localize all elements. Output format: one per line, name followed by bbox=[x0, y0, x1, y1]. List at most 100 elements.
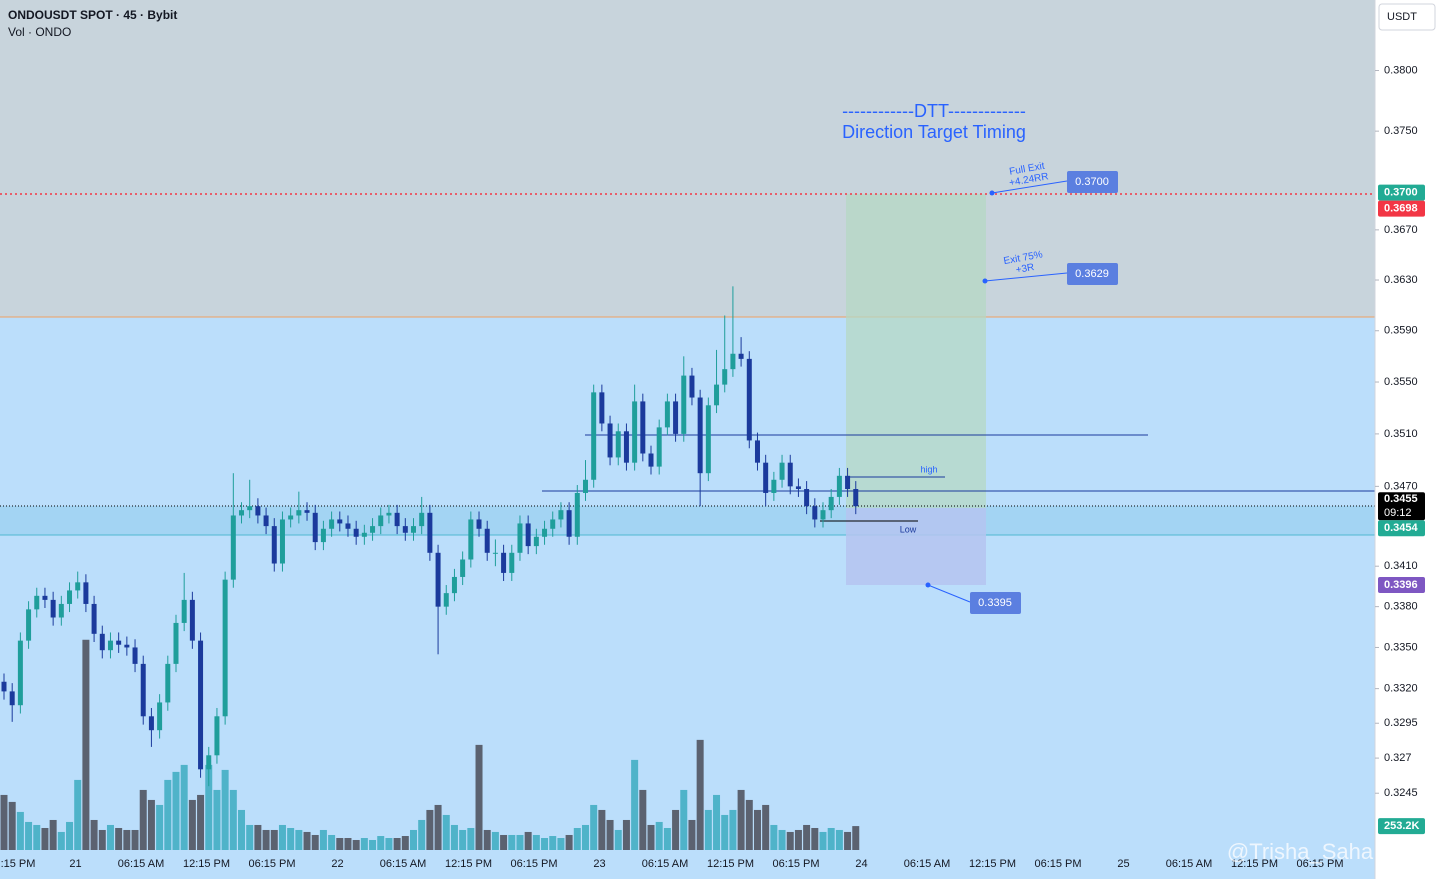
y-tick-label: 0.3245 bbox=[1384, 787, 1418, 799]
candle-body bbox=[836, 475, 842, 497]
currency-button[interactable] bbox=[1378, 3, 1436, 31]
y-tick-label: 0.3350 bbox=[1384, 641, 1418, 653]
candle-body bbox=[722, 369, 728, 385]
volume-bar bbox=[410, 829, 417, 850]
candle-body bbox=[509, 552, 515, 573]
y-tick-label: 0.3410 bbox=[1384, 560, 1418, 572]
candle-body bbox=[582, 479, 588, 493]
low-label: Low bbox=[900, 524, 917, 534]
volume-bar bbox=[221, 769, 229, 850]
resistance-zone bbox=[0, 0, 1375, 317]
candle-body bbox=[50, 599, 56, 618]
candle-body bbox=[632, 401, 638, 463]
volume-bar bbox=[672, 809, 680, 850]
volume-bar bbox=[500, 834, 508, 850]
x-tick-label: 06:15 AM bbox=[1166, 858, 1212, 870]
volume-bar bbox=[803, 824, 811, 850]
candle-body bbox=[222, 579, 228, 717]
candle-body bbox=[263, 515, 269, 527]
volume-bar bbox=[491, 831, 499, 850]
volume-bar bbox=[794, 829, 802, 850]
volume-bar bbox=[336, 838, 344, 850]
label-box bbox=[970, 592, 1021, 614]
volume-bar bbox=[606, 819, 614, 850]
candle-body bbox=[714, 384, 720, 406]
volume-bar bbox=[369, 839, 377, 850]
volume-bar bbox=[622, 819, 630, 850]
volume-bar bbox=[475, 744, 483, 850]
candle-body bbox=[279, 519, 285, 564]
candle-body bbox=[599, 392, 605, 424]
candle-body bbox=[689, 375, 695, 398]
volume-tag-label: 253.2K bbox=[1384, 820, 1420, 832]
volume-bar bbox=[401, 836, 409, 850]
currency[interactable]: USDT bbox=[1387, 11, 1417, 23]
target-label: 0.3629 bbox=[1075, 268, 1109, 280]
candle-body bbox=[697, 397, 703, 474]
volume-bar bbox=[852, 826, 860, 850]
candle-body bbox=[705, 405, 711, 474]
x-tick-label: 06:15 AM bbox=[118, 858, 164, 870]
volume-bar bbox=[25, 821, 33, 850]
volume-bar bbox=[467, 827, 475, 850]
volume-bar bbox=[213, 789, 221, 850]
volume-bar bbox=[385, 838, 393, 850]
x-tick-label: 21 bbox=[69, 858, 81, 870]
candle-body bbox=[353, 528, 359, 537]
price-tag-label: 0.3396 bbox=[1384, 579, 1418, 591]
candle-body bbox=[525, 523, 531, 547]
candle-body bbox=[181, 599, 187, 623]
volume-bar bbox=[377, 836, 385, 850]
volume-bar bbox=[270, 829, 278, 850]
anchor bbox=[925, 582, 931, 588]
volume-bar bbox=[262, 829, 270, 850]
volume-bar bbox=[647, 824, 655, 850]
volume-bar bbox=[835, 829, 843, 850]
volume-bar bbox=[393, 838, 401, 850]
volume-bar bbox=[762, 804, 770, 850]
candle-body bbox=[648, 453, 654, 467]
marks: :15 PM 21 06:15 AM 12:15 PM 06:15 PM 22 06:15 … bbox=[0, 286, 1344, 870]
annotation-line bbox=[984, 272, 1068, 282]
volume-bar bbox=[311, 834, 319, 850]
candle-body bbox=[239, 510, 245, 516]
candle-body bbox=[157, 702, 163, 731]
candle-body bbox=[484, 528, 490, 553]
y-tick-label: 0.3630 bbox=[1384, 274, 1418, 286]
volume-bar bbox=[704, 809, 712, 850]
volume-bar bbox=[557, 838, 565, 850]
candle-body bbox=[230, 515, 236, 580]
candle-body bbox=[411, 526, 416, 533]
x-tick-label: 06:15 AM bbox=[380, 858, 426, 870]
volume-bar bbox=[844, 831, 852, 850]
candle-body bbox=[271, 526, 277, 564]
candle-body bbox=[550, 519, 556, 529]
volume-bar bbox=[541, 838, 549, 850]
x-tick-label: 12:15 PM bbox=[445, 858, 492, 870]
candle-body bbox=[730, 353, 736, 370]
y-tick-label: 0.3380 bbox=[1384, 601, 1418, 613]
x-tick-label: 12:15 PM bbox=[707, 858, 754, 870]
y-tick-label: 0.3510 bbox=[1384, 428, 1418, 440]
y-tick-label: 0.3320 bbox=[1384, 683, 1418, 695]
candle-body bbox=[615, 431, 621, 458]
volume-bar bbox=[426, 809, 434, 850]
volume-bar bbox=[41, 827, 49, 850]
candle-body bbox=[361, 532, 367, 537]
candle-body bbox=[304, 510, 310, 513]
candle-body bbox=[75, 582, 81, 591]
volume-bar bbox=[98, 829, 106, 850]
dtt-title: ------------DTT------------- bbox=[842, 101, 1026, 121]
candle-body bbox=[492, 552, 498, 554]
candle-body bbox=[812, 506, 818, 520]
candle-body bbox=[345, 523, 351, 529]
volume-bar bbox=[344, 838, 352, 850]
candle-body bbox=[451, 576, 457, 594]
volume-bar bbox=[238, 809, 246, 850]
candle-body bbox=[574, 492, 580, 537]
candle-body bbox=[623, 431, 629, 463]
volume-bar bbox=[450, 824, 458, 850]
annotation-line bbox=[927, 584, 971, 603]
volume-bar bbox=[680, 789, 688, 850]
volume-bar bbox=[786, 831, 794, 850]
